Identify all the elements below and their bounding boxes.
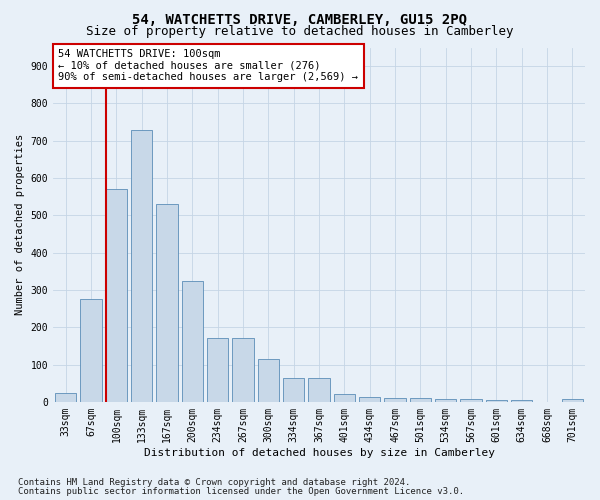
Bar — [182, 280, 203, 402]
Bar — [55, 392, 76, 402]
Bar — [283, 378, 304, 402]
Y-axis label: Number of detached properties: Number of detached properties — [15, 134, 25, 316]
Text: Size of property relative to detached houses in Camberley: Size of property relative to detached ho… — [86, 25, 514, 38]
Bar — [106, 189, 127, 402]
Text: Contains public sector information licensed under the Open Government Licence v3: Contains public sector information licen… — [18, 487, 464, 496]
Text: 54 WATCHETTS DRIVE: 100sqm
← 10% of detached houses are smaller (276)
90% of sem: 54 WATCHETTS DRIVE: 100sqm ← 10% of deta… — [58, 50, 358, 82]
Bar — [485, 400, 507, 402]
Bar — [511, 400, 532, 402]
Bar — [384, 398, 406, 402]
Bar — [308, 378, 330, 402]
Bar — [460, 399, 482, 402]
X-axis label: Distribution of detached houses by size in Camberley: Distribution of detached houses by size … — [143, 448, 494, 458]
Bar — [80, 300, 102, 402]
Bar — [207, 338, 229, 402]
Bar — [257, 359, 279, 402]
Text: Contains HM Land Registry data © Crown copyright and database right 2024.: Contains HM Land Registry data © Crown c… — [18, 478, 410, 487]
Bar — [232, 338, 254, 402]
Bar — [359, 398, 380, 402]
Bar — [131, 130, 152, 402]
Bar — [156, 204, 178, 402]
Bar — [334, 394, 355, 402]
Text: 54, WATCHETTS DRIVE, CAMBERLEY, GU15 2PQ: 54, WATCHETTS DRIVE, CAMBERLEY, GU15 2PQ — [133, 12, 467, 26]
Bar — [435, 399, 457, 402]
Bar — [562, 399, 583, 402]
Bar — [410, 398, 431, 402]
